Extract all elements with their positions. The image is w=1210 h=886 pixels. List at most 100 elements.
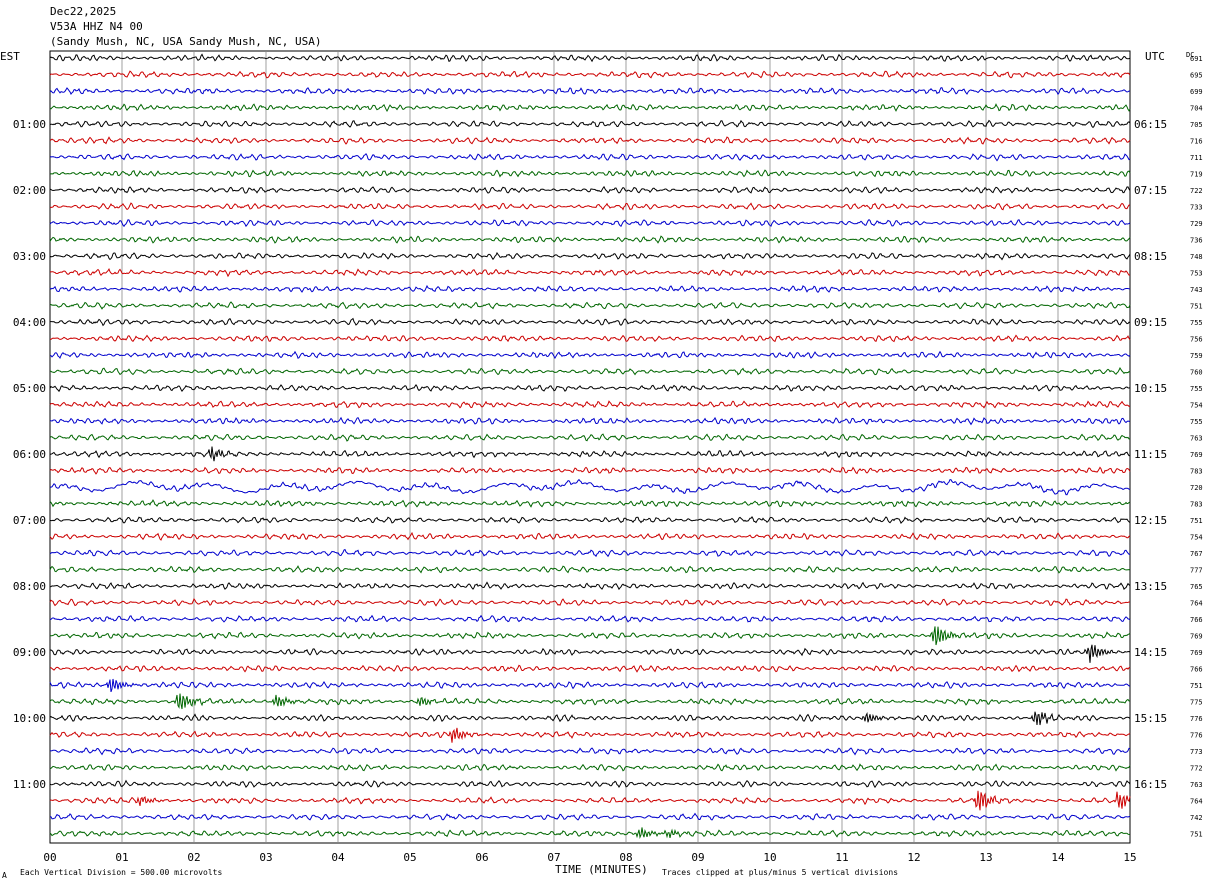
dc-offset-labels: 691 695 699 704 705 716 711 719 722 733 729 736 748 7… — [1190, 55, 1203, 839]
dc-offset-value: 755 — [1190, 418, 1203, 426]
x-tick-label: 05 — [403, 851, 416, 864]
right-hour-label: 09:15 — [1134, 316, 1167, 329]
seismic-trace — [49, 812, 1131, 821]
seismic-trace — [49, 446, 1131, 462]
dc-offset-value: 775 — [1190, 699, 1203, 707]
dc-offset-value: 756 — [1190, 336, 1203, 344]
dc-offset-value: 711 — [1190, 154, 1203, 162]
footer-mark: A — [2, 871, 7, 880]
dc-offset-value: 751 — [1190, 303, 1203, 311]
dc-offset-value: 755 — [1190, 385, 1203, 393]
seismic-trace — [49, 284, 1131, 294]
right-hour-label: 16:15 — [1134, 778, 1167, 791]
dc-offset-header: DC — [1186, 51, 1194, 59]
station-label: V53A HHZ N4 00 — [50, 20, 143, 33]
seismic-trace — [49, 548, 1130, 558]
seismic-trace — [49, 466, 1131, 475]
seismic-trace — [49, 711, 1131, 726]
dc-offset-value: 769 — [1190, 451, 1203, 459]
right-hour-label: 08:15 — [1134, 250, 1167, 263]
x-tick-label: 14 — [1051, 851, 1065, 864]
seismic-trace — [49, 433, 1131, 442]
dc-offset-value: 769 — [1190, 649, 1203, 657]
seismic-trace — [49, 301, 1131, 310]
dc-offset-value: 754 — [1190, 534, 1203, 542]
dc-offset-value: 776 — [1190, 732, 1203, 740]
x-tick-label: 13 — [979, 851, 992, 864]
seismic-trace — [49, 87, 1131, 96]
right-hour-label: 10:15 — [1134, 382, 1167, 395]
left-hour-label: 03:00 — [13, 250, 46, 263]
seismic-trace — [49, 103, 1131, 113]
seismic-trace — [49, 136, 1131, 145]
dc-offset-value: 722 — [1190, 187, 1203, 195]
x-axis-title: TIME (MINUTES) — [555, 863, 648, 876]
left-hour-labels: 01:00 02:00 03:00 04:00 05:00 06:00 07:00 08:00… — [13, 118, 46, 791]
left-hour-label: 07:00 — [13, 514, 46, 527]
seismic-trace — [49, 581, 1131, 591]
dc-offset-value: 743 — [1190, 286, 1203, 294]
seismic-trace — [49, 251, 1131, 261]
left-timezone-label: EST — [0, 50, 20, 63]
dc-offset-value: 736 — [1190, 237, 1203, 245]
right-hour-label: 06:15 — [1134, 118, 1167, 131]
left-hour-label: 11:00 — [13, 778, 46, 791]
seismic-trace — [49, 416, 1131, 426]
dc-offset-value: 751 — [1190, 831, 1203, 839]
dc-offset-value: 753 — [1190, 270, 1203, 278]
dc-offset-value: 748 — [1190, 253, 1203, 261]
x-tick-label: 08 — [619, 851, 632, 864]
x-tick-label: 02 — [187, 851, 200, 864]
x-tick-labels: 00 01 02 03 04 05 06 07 08 09 10 11 12 13 14 15 — [43, 851, 1136, 864]
seismic-trace — [49, 827, 1131, 840]
left-hour-label: 06:00 — [13, 448, 46, 461]
dc-offset-value: 772 — [1190, 765, 1203, 773]
seismic-trace — [49, 202, 1131, 211]
seismic-trace — [49, 531, 1131, 541]
seismic-trace — [49, 747, 1131, 756]
dc-offset-value: 751 — [1190, 517, 1203, 525]
right-timezone-label: UTC — [1145, 50, 1165, 63]
seismic-trace — [50, 334, 1131, 343]
location-label: (Sandy Mush, NC, USA Sandy Mush, NC, USA… — [50, 35, 322, 48]
left-hour-label: 08:00 — [13, 580, 46, 593]
dc-offset-value: 783 — [1190, 501, 1203, 509]
dc-offset-value: 699 — [1190, 88, 1203, 96]
seismic-trace — [49, 565, 1131, 574]
seismic-trace — [49, 400, 1131, 409]
date-label: Dec22,2025 — [50, 5, 116, 18]
dc-offset-value: 733 — [1190, 204, 1203, 212]
x-tick-label: 09 — [691, 851, 704, 864]
dc-offset-value: 763 — [1190, 781, 1203, 789]
grid-lines — [121, 51, 1059, 843]
dc-offset-value: 764 — [1190, 600, 1203, 608]
seismic-trace — [49, 350, 1131, 360]
scale-footnote: Each Vertical Division = 500.00 microvol… — [20, 868, 222, 877]
right-hour-label: 13:15 — [1134, 580, 1167, 593]
seismic-trace — [49, 644, 1131, 663]
seismic-trace — [49, 384, 1131, 393]
dc-offset-value: 766 — [1190, 616, 1203, 624]
clip-footnote: Traces clipped at plus/minus 5 vertical … — [662, 868, 898, 877]
right-hour-label: 07:15 — [1134, 184, 1167, 197]
dc-offset-value: 751 — [1190, 682, 1203, 690]
dc-offset-value: 767 — [1190, 550, 1203, 558]
seismic-trace — [49, 693, 1131, 710]
seismic-trace — [49, 119, 1131, 129]
trace-group — [49, 53, 1131, 840]
dc-offset-value: 766 — [1190, 666, 1203, 674]
dc-offset-value: 755 — [1190, 319, 1203, 327]
right-hour-label: 11:15 — [1134, 448, 1167, 461]
seismic-trace — [49, 70, 1131, 79]
dc-offset-value: 704 — [1190, 105, 1203, 113]
seismic-trace — [49, 152, 1131, 162]
dc-offset-value: 777 — [1190, 567, 1203, 575]
seismic-trace — [49, 763, 1131, 772]
seismic-trace — [49, 267, 1131, 278]
seismic-trace — [49, 779, 1131, 789]
seismic-trace — [49, 597, 1130, 607]
dc-offset-value: 783 — [1190, 468, 1203, 476]
dc-offset-value: 764 — [1190, 798, 1203, 806]
seismic-trace — [49, 219, 1131, 228]
